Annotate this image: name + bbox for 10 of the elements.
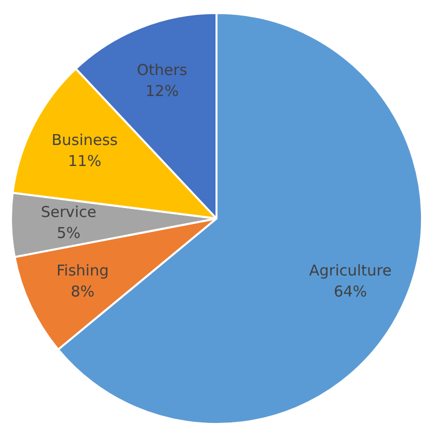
data-label: 5% xyxy=(56,224,81,242)
data-label: 11% xyxy=(68,152,102,170)
data-label: 12% xyxy=(145,82,179,100)
data-label: 64% xyxy=(334,282,368,300)
slice-label: Agriculture xyxy=(309,261,392,280)
slice-label: Fishing xyxy=(56,261,109,280)
slice-label: Others xyxy=(136,60,188,79)
data-label: 8% xyxy=(70,282,95,300)
slice-label: Service xyxy=(40,203,96,222)
slice-label: Business xyxy=(52,131,118,150)
